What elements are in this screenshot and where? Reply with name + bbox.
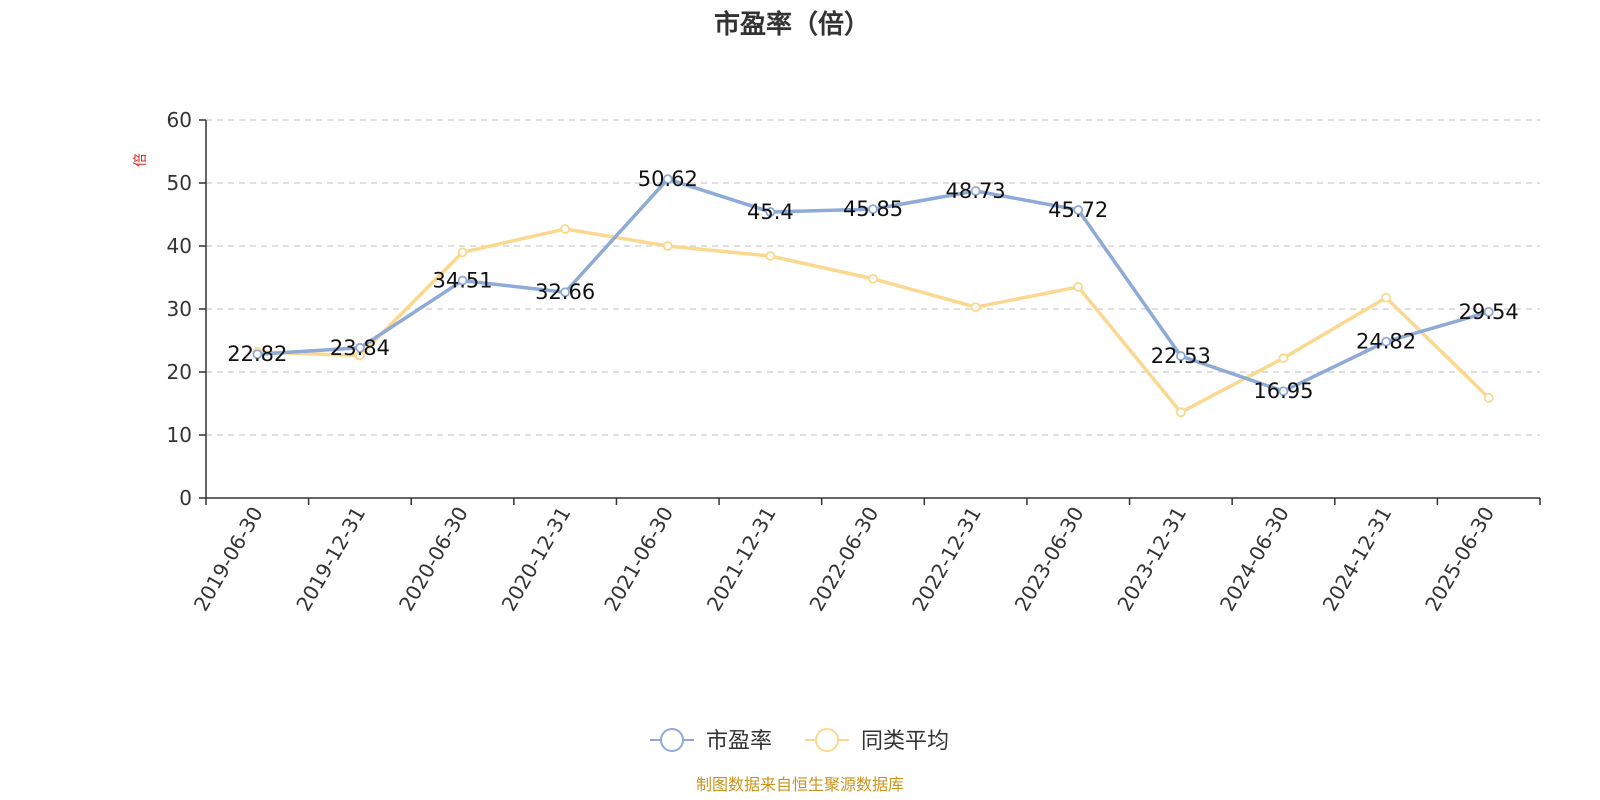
data-point[interactable] xyxy=(1483,306,1494,317)
x-tick-label: 2022-12-31 xyxy=(907,503,986,616)
grid-lines xyxy=(206,119,1540,436)
data-label: 29.54 xyxy=(1459,300,1519,324)
legend-label[interactable]: 市盈率 xyxy=(706,729,772,754)
data-point[interactable] xyxy=(1175,407,1186,418)
y-tick-label: 40 xyxy=(167,234,192,258)
data-point[interactable] xyxy=(457,275,468,286)
data-point[interactable] xyxy=(355,342,365,353)
x-tick-label: 2025-06-30 xyxy=(1420,503,1499,616)
y-tick-label: 0 xyxy=(179,486,192,510)
x-tick-label: 2023-06-30 xyxy=(1010,503,1089,616)
x-tick-label: 2020-12-31 xyxy=(497,503,576,616)
x-tick-label: 2024-12-31 xyxy=(1318,503,1397,616)
legend-marker xyxy=(660,728,684,752)
x-tick-label: 2021-06-30 xyxy=(599,503,678,616)
data-point[interactable] xyxy=(970,186,981,196)
x-tick-label: 2020-06-30 xyxy=(394,503,473,616)
data-point[interactable] xyxy=(868,273,878,284)
x-tick-label: 2019-12-31 xyxy=(291,503,370,616)
x-tick-label: 2024-06-30 xyxy=(1215,503,1294,616)
data-label: 22.53 xyxy=(1151,344,1211,368)
data-point[interactable] xyxy=(560,224,571,234)
data-point[interactable] xyxy=(1381,336,1391,347)
y-tick-label: 30 xyxy=(167,297,192,321)
data-point[interactable] xyxy=(765,251,776,261)
data-label: 45.72 xyxy=(1048,198,1108,222)
data-point[interactable] xyxy=(868,204,878,215)
data-label: 34.51 xyxy=(432,269,492,293)
y-axis-unit-label: 倍 xyxy=(133,153,149,167)
data-label: 45.85 xyxy=(843,197,903,221)
data-point[interactable] xyxy=(1073,205,1084,215)
x-tick-label: 2019-06-30 xyxy=(189,503,268,616)
data-label: 50.62 xyxy=(638,167,698,191)
data-point[interactable] xyxy=(1278,386,1289,397)
data-point[interactable] xyxy=(1175,351,1186,361)
x-tick-label: 2021-12-31 xyxy=(702,503,781,616)
y-tick-label: 50 xyxy=(167,171,192,195)
y-tick-label: 60 xyxy=(167,108,192,132)
data-point[interactable] xyxy=(252,349,263,360)
data-label: 45.4 xyxy=(747,200,794,224)
data-labels: 22.82 23.84 34.51 32.66 50.62 45.4 45.85 48.73 4… xyxy=(227,167,1519,403)
data-label: 48.73 xyxy=(946,179,1006,203)
data-point[interactable] xyxy=(560,287,571,298)
data-label: 24.82 xyxy=(1356,330,1416,354)
data-point[interactable] xyxy=(662,241,673,251)
data-point[interactable] xyxy=(457,247,468,258)
data-label: 16.95 xyxy=(1253,379,1313,403)
data-label: 22.82 xyxy=(227,342,287,366)
source-note: 制图数据来自恒生聚源数据库 xyxy=(696,775,904,794)
data-label: 23.84 xyxy=(330,336,390,360)
legend-marker xyxy=(815,728,839,752)
data-point[interactable] xyxy=(1381,292,1391,303)
y-tick-label: 10 xyxy=(167,423,192,447)
legend-label[interactable]: 同类平均 xyxy=(861,729,949,754)
series-lines xyxy=(252,174,1494,418)
data-point[interactable] xyxy=(970,302,981,313)
data-point[interactable] xyxy=(765,207,776,217)
data-point[interactable] xyxy=(1278,353,1289,364)
legend[interactable]: 市盈率 同类平均 xyxy=(650,728,949,754)
y-tick-label: 20 xyxy=(167,360,192,384)
data-point[interactable] xyxy=(1073,282,1084,292)
x-tick-label: 2023-12-31 xyxy=(1112,503,1191,616)
chart-title: 市盈率（倍） xyxy=(714,9,870,40)
data-point[interactable] xyxy=(662,174,673,184)
x-tick-label: 2022-06-30 xyxy=(804,503,883,616)
data-point[interactable] xyxy=(1483,392,1494,403)
data-label: 32.66 xyxy=(535,280,595,304)
axes: 0 10 20 30 40 50 60 2019-06-30 2019-12-31 2020-06… xyxy=(167,108,1541,616)
